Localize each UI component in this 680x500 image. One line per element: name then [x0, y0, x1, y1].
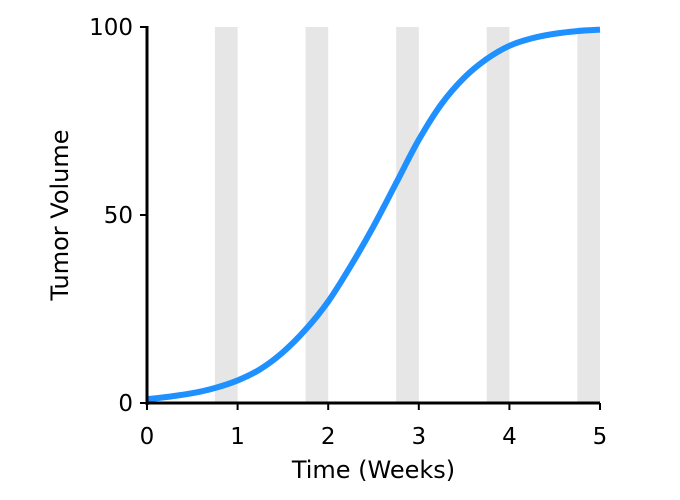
shaded-bands: [214, 27, 600, 403]
axes: [145, 26, 600, 405]
x-tick-label: 3: [411, 424, 426, 450]
shaded-band-1: [305, 27, 329, 403]
shaded-band-0: [214, 27, 238, 403]
x-axis-title: Time (Weeks): [291, 456, 455, 484]
y-tick-label: 50: [104, 203, 133, 229]
x-tick-label: 5: [593, 424, 608, 450]
shaded-band-3: [486, 27, 510, 403]
x-tick-label: 2: [321, 424, 336, 450]
shaded-band-2: [396, 27, 419, 403]
series-layer: [146, 26, 601, 403]
x-tick-label: 0: [140, 424, 155, 450]
y-tick-label: 0: [118, 391, 133, 417]
x-tick-label: 4: [502, 424, 517, 450]
y-tick-label: 100: [89, 15, 133, 41]
y-axis-title: Tumor Volume: [46, 129, 74, 301]
shaded-band-4: [577, 27, 600, 403]
x-tick-label: 1: [230, 424, 245, 450]
series-line-0: [146, 26, 601, 403]
